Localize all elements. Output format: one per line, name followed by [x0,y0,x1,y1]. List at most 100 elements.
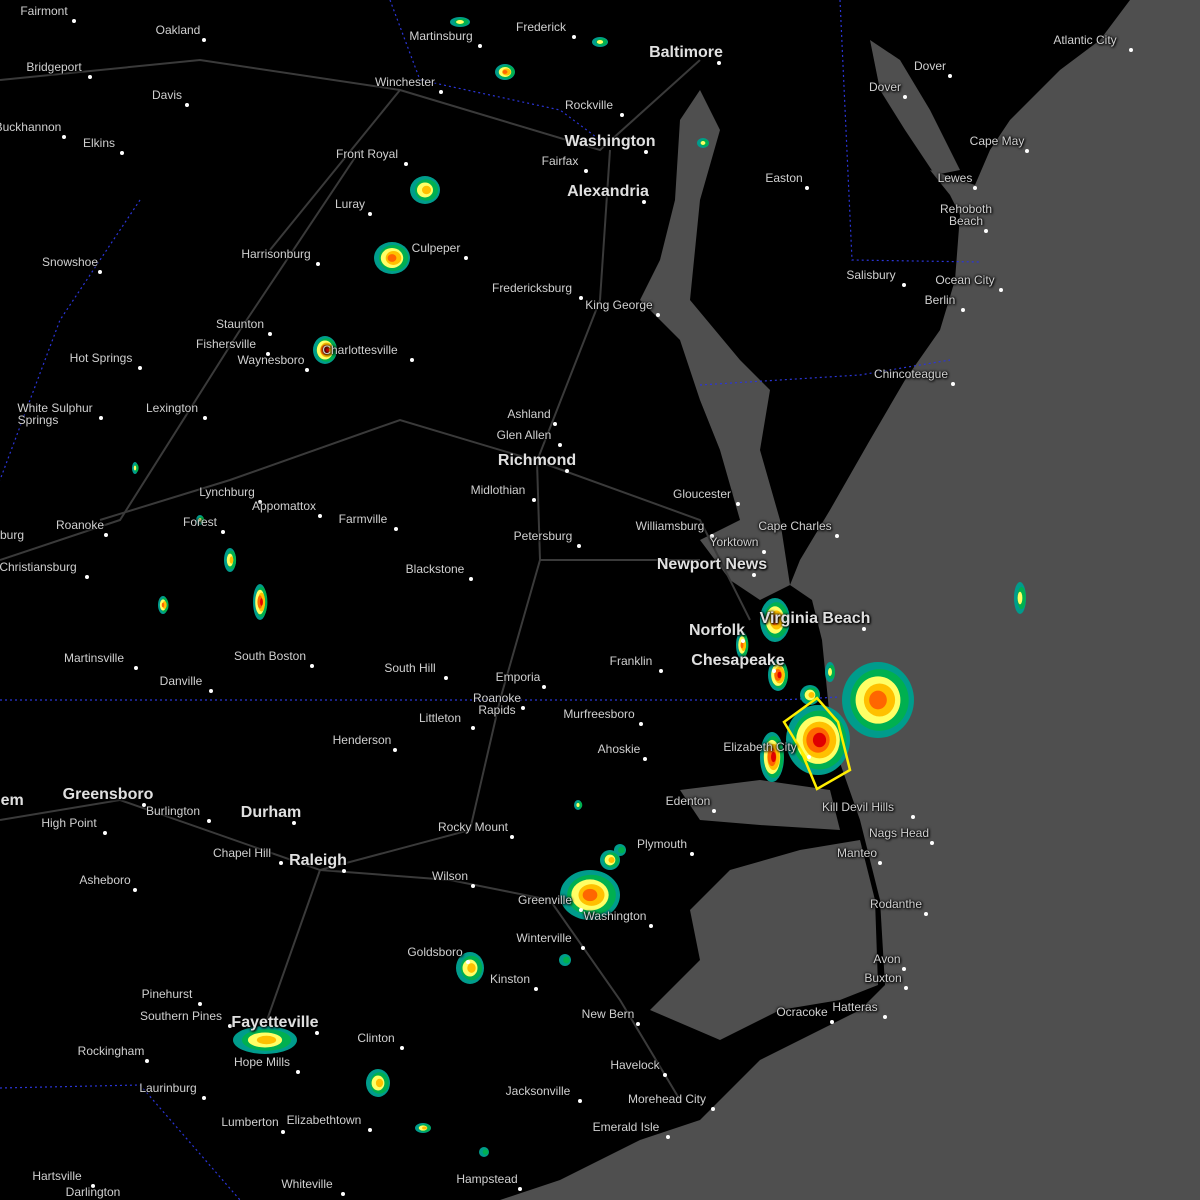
city-label: Glen Allen [496,428,552,442]
city-dot [741,639,746,643]
city-dot [103,831,107,835]
city-dot [208,689,213,693]
city-label: Whiteville [281,1177,333,1191]
city-label: New Bern [581,1007,635,1021]
city-dot [923,912,928,916]
radar-echo [229,556,234,564]
radar-echo [161,602,165,608]
city-dot [341,1192,345,1196]
city-label: Hope Mills [233,1055,291,1069]
city-label: Dover [913,59,947,73]
city-label: Darlington [65,1185,121,1199]
city-label: Murfreesboro [563,707,635,721]
radar-echo [582,888,598,902]
city-dot [710,534,715,538]
radar-echo [608,856,615,864]
city-label: burg [0,528,25,542]
city-label: Cape Charles [758,519,832,533]
city-label: Rockville [564,98,614,112]
radar-echo [467,963,476,973]
city-label: Frederick [515,20,567,34]
radar-echo [482,1149,489,1155]
city-dot [534,987,539,991]
city-label: Waynesboro [237,353,305,367]
radar-echo [828,668,832,676]
city-dot [197,1002,202,1006]
city-label: Appomattox [251,499,317,513]
city-dot [564,469,569,473]
city-dot [829,1020,834,1024]
road [536,149,611,462]
city-dot [903,95,907,99]
city-dot [901,283,906,287]
albemarle-sound [680,780,840,830]
city-dot [227,1024,232,1028]
city-dot [619,113,624,117]
road [319,869,681,1101]
radar-echo [421,185,432,195]
city-label: Franklin [609,654,653,668]
city-dot [584,169,589,173]
va-nc-border [0,696,841,701]
city-label: Lumberton [221,1115,279,1129]
wv-va-border [0,199,141,481]
city-dot [469,577,473,581]
city-dot [185,103,189,107]
city-label: Raleigh [289,852,347,869]
city-dot [649,924,653,928]
city-dot [392,748,397,752]
city-dot [400,1046,405,1050]
city-label: Rehoboth [939,202,993,216]
city-dot [999,288,1003,292]
city-label: Lexington [145,401,199,415]
md-de-border [839,0,981,263]
city-label: South Boston [233,649,307,663]
city-dot [318,514,322,518]
city-dot [98,416,103,420]
radar-echo [771,751,776,763]
radar-echo [740,641,744,649]
city-dot [62,135,66,139]
city-dot [97,270,102,274]
city-dot [470,726,475,730]
city-dot [221,530,226,534]
city-label: White Sulphur [17,401,93,415]
city-label: Hot Springs [69,351,133,365]
radar-echo [256,1035,277,1045]
radar-echo [812,732,827,748]
city-label: Asheboro [79,873,131,887]
road [269,89,401,251]
city-dot [578,1099,583,1103]
radar-echo [618,846,625,854]
city-label: Lynchburg [199,485,255,499]
city-label: Hatteras [832,1000,878,1014]
radar-echo [198,518,202,522]
city-label: Washington [564,133,656,150]
nc-sc-border [0,1084,241,1200]
city-label: Burlington [145,804,201,818]
city-dot [71,19,76,23]
city-dot [643,757,648,761]
radar-echo [422,1126,427,1130]
city-label: Cape May [969,134,1025,148]
city-dot [973,186,977,190]
city-label: Oakland [155,23,201,37]
city-dot [202,38,207,42]
city-dot [279,861,284,865]
ocean [500,0,1200,1200]
city-label: Fairfax [541,154,579,168]
city-label: Goldsboro [407,945,463,959]
city-dot [296,1070,300,1074]
city-dot [712,809,717,813]
city-dot [471,884,476,888]
radar-echo [1017,591,1023,605]
city-dot [138,366,143,370]
city-label: Roanoke [55,518,105,532]
va-md-border [699,359,951,386]
road [0,149,361,561]
city-label: Wilson [431,869,469,883]
city-dot [310,664,315,668]
city-dot [635,1022,640,1026]
